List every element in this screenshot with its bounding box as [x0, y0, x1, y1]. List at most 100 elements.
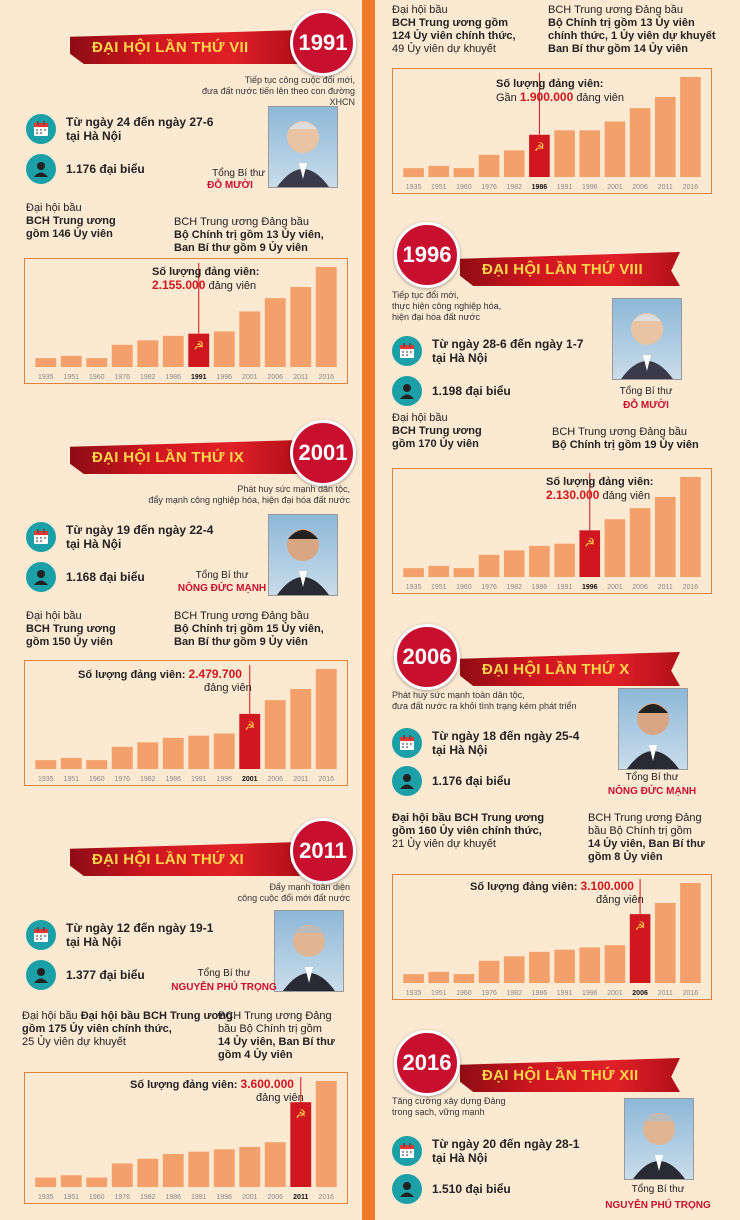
delegates-row-2011: 1.377 đại biểu: [26, 960, 145, 990]
bar-1960: [453, 168, 475, 177]
tick-label-2001: 2001: [242, 374, 258, 381]
bar-1976: [111, 746, 133, 769]
bar-1986: [529, 545, 550, 577]
tick-label-2006: 2006: [632, 990, 648, 997]
bar-1951: [428, 971, 450, 983]
tick-label-1951: 1951: [431, 184, 447, 191]
tick-label-1986: 1986: [165, 776, 181, 783]
tick-label-1996: 1996: [216, 1194, 232, 1201]
bar-1991: [188, 1151, 210, 1187]
member-chart-2001: 1935 1951 1960 1976 1982 1986 1991 1996 ☭ 2001 200…: [24, 660, 348, 786]
bar-1935: [403, 168, 424, 177]
bar-1982: [503, 150, 525, 177]
congress-title-2011: ĐẠI HỘI LẦN THỨ XI: [70, 842, 300, 876]
bar-2001: [239, 311, 261, 367]
calendar-icon: [26, 920, 56, 950]
tick-label-1986: 1986: [532, 584, 548, 591]
member-chart-1996: 1935 1951 1960 1976 1982 1986 1991 ☭ 1996 2001 200…: [392, 468, 712, 594]
bar-2016: [680, 77, 701, 177]
member-chart-2006: 1935 1951 1960 1976 1982 1986 1991 1996 2001 ☭ 200…: [392, 874, 712, 1000]
bar-2001: [604, 945, 626, 983]
bar-1996: [579, 947, 601, 983]
bar-1991: [554, 130, 575, 177]
bar-1976: [111, 344, 133, 367]
bar-1986: [529, 134, 550, 177]
year-badge-1996: 1996: [394, 222, 460, 288]
person-icon: [26, 562, 56, 592]
tick-label-2016: 2016: [318, 1194, 334, 1201]
secretary-name-2006: NÔNG ĐỨC MẠNH: [607, 786, 697, 797]
bar-2006: [264, 1142, 286, 1187]
bar-1986: [162, 737, 184, 769]
hammer-sickle-icon: ☭: [244, 719, 255, 733]
year-badge-2011: 2011: [290, 818, 356, 884]
bar-2006: [629, 508, 651, 577]
date-row-2011: Từ ngày 12 đến ngày 19-1 tại Hà Nội: [26, 920, 213, 950]
bar-1951: [428, 565, 450, 577]
tick-label-1982: 1982: [506, 990, 522, 997]
person-icon: [392, 766, 422, 796]
bch-info-1996: Đại hội bầu BCH Trung ương gồm 170 Ủy viên: [392, 412, 482, 450]
tick-label-1996: 1996: [582, 990, 598, 997]
tick-label-2016: 2016: [318, 776, 334, 783]
slogan-2011: Đẩy mạnh toàn diện công cuộc đổi mới đất …: [237, 882, 350, 903]
tick-label-2011: 2011: [293, 374, 308, 381]
tick-label-1960: 1960: [456, 184, 472, 191]
bct-info-1996: BCH Trung ương Đảng bầu Bộ Chính trị gồm …: [552, 426, 699, 451]
congress-title-1996: ĐẠI HỘI LẦN THỨ VIII: [460, 252, 680, 286]
delegates-row-1991: 1.176 đại biểu: [26, 154, 145, 184]
bar-2001: [604, 519, 626, 577]
bar-2016: [315, 669, 337, 769]
bar-1951: [428, 165, 450, 177]
bch-info-2001: Đại hội bầu BCH Trung ương gồm 150 Ủy viên: [26, 610, 116, 648]
slogan-1996: Tiếp tục đổi mới, thực hiện công nghiệp h…: [392, 290, 502, 322]
tick-label-1986: 1986: [532, 990, 548, 997]
bar-1935: [35, 760, 57, 769]
bar-2006: [264, 298, 286, 367]
bct-info-1991: BCH Trung ương Đảng bầu Bộ Chính trị gồm …: [174, 216, 324, 254]
tick-label-2011: 2011: [658, 584, 673, 591]
bct-info-2011: BCH Trung ương Đảng bầu Bộ Chính trị gồm 1…: [218, 1010, 335, 1061]
tick-label-2006: 2006: [267, 776, 283, 783]
calendar-icon: [392, 336, 422, 366]
bar-1982: [503, 956, 525, 983]
tick-label-1996: 1996: [216, 776, 232, 783]
secretary-name-1991: ĐỖ MƯỜI: [207, 180, 253, 191]
bar-1991: [554, 949, 575, 983]
portrait-photo-1991: [268, 106, 338, 188]
tick-label-1986: 1986: [165, 1194, 181, 1201]
tick-label-2006: 2006: [267, 374, 283, 381]
slogan-2016: Tăng cường xây dựng Đảng trong sạch, vững…: [392, 1096, 506, 1117]
tick-label-1935: 1935: [406, 184, 422, 191]
hammer-sickle-icon: ☭: [635, 919, 646, 933]
bar-1991: [188, 735, 210, 769]
tick-label-1986: 1986: [532, 184, 548, 191]
calendar-icon: [392, 728, 422, 758]
calendar-icon: [26, 522, 56, 552]
year-badge-2016: 2016: [394, 1030, 460, 1096]
congress-title-2016: ĐẠI HỘI LẦN THỨ XII: [460, 1058, 680, 1092]
member-caption-1996: Số lượng đảng viên: 2.130.000 đảng viên: [546, 476, 654, 502]
bar-1986: [162, 1154, 184, 1187]
tick-label-2016: 2016: [318, 374, 334, 381]
tick-label-2011: 2011: [293, 1194, 308, 1201]
tick-label-1960: 1960: [89, 776, 105, 783]
secretary-label-2006: Tổng Bí thư: [625, 772, 679, 783]
bct-info-1986: BCH Trung ương Đảng bầu Bộ Chính trị gồm…: [548, 4, 716, 55]
tick-label-1976: 1976: [114, 1194, 130, 1201]
bar-1935: [35, 358, 57, 367]
tick-label-1951: 1951: [63, 1194, 79, 1201]
tick-label-1991: 1991: [557, 990, 573, 997]
tick-label-1982: 1982: [140, 776, 156, 783]
bar-1960: [86, 760, 108, 769]
bar-2006: [629, 108, 651, 177]
tick-label-2001: 2001: [607, 184, 623, 191]
secretary-label-1991: Tổng Bí thư: [212, 168, 265, 179]
member-caption-1986: Số lượng đảng viên: Gần 1.900.000 đảng v…: [496, 78, 625, 104]
bar-1982: [137, 742, 159, 769]
bar-1976: [478, 960, 500, 983]
tick-label-1976: 1976: [481, 990, 497, 997]
tick-label-1982: 1982: [506, 184, 522, 191]
secretary-label-2001: Tổng Bí thư: [195, 570, 249, 581]
bar-2006: [629, 914, 651, 983]
